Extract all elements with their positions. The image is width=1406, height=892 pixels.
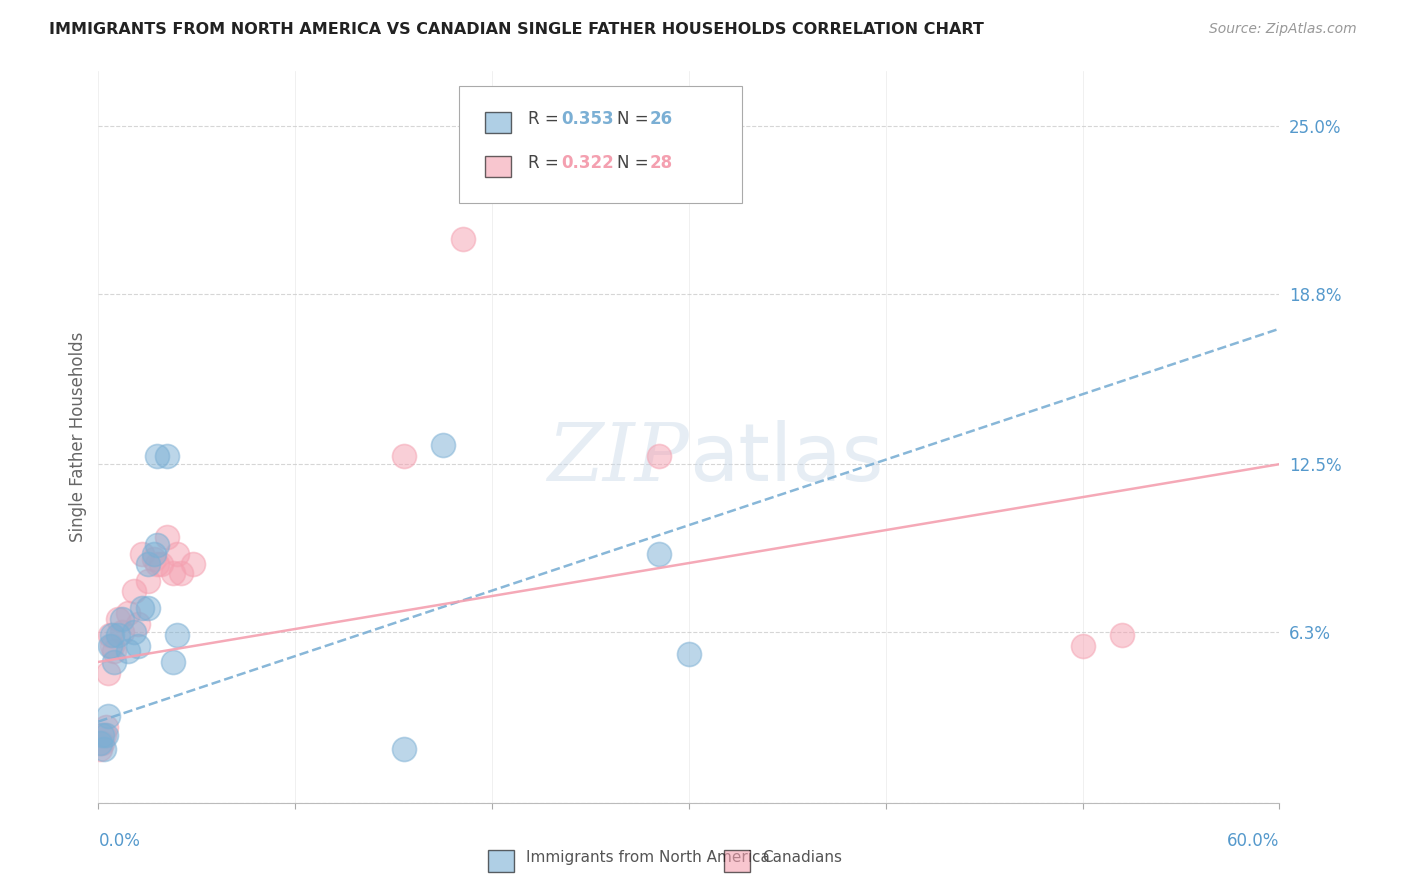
Text: Canadians: Canadians bbox=[762, 850, 842, 865]
Point bbox=[648, 547, 671, 561]
Point bbox=[117, 606, 139, 620]
Point bbox=[678, 647, 700, 661]
Point bbox=[136, 558, 159, 572]
Point bbox=[162, 655, 184, 669]
Point bbox=[146, 558, 169, 572]
Point bbox=[91, 736, 114, 750]
Point bbox=[101, 628, 124, 642]
Point bbox=[101, 639, 124, 653]
Point bbox=[166, 547, 188, 561]
Point bbox=[1071, 639, 1094, 653]
Point bbox=[146, 449, 169, 463]
Text: 28: 28 bbox=[650, 153, 673, 172]
Point bbox=[131, 547, 153, 561]
FancyBboxPatch shape bbox=[485, 156, 510, 177]
Text: Source: ZipAtlas.com: Source: ZipAtlas.com bbox=[1209, 22, 1357, 37]
Point bbox=[136, 600, 159, 615]
FancyBboxPatch shape bbox=[485, 112, 510, 133]
Point bbox=[127, 617, 149, 632]
Point bbox=[432, 438, 454, 452]
Text: 60.0%: 60.0% bbox=[1227, 832, 1279, 850]
Text: 0.0%: 0.0% bbox=[98, 832, 141, 850]
Point bbox=[181, 558, 204, 572]
Point bbox=[96, 720, 118, 734]
Point bbox=[111, 611, 134, 625]
Point bbox=[451, 232, 474, 246]
Text: 0.353: 0.353 bbox=[561, 110, 614, 128]
Text: R =: R = bbox=[529, 153, 564, 172]
Point bbox=[170, 566, 193, 580]
Point bbox=[166, 628, 188, 642]
Point bbox=[142, 552, 165, 566]
Text: IMMIGRANTS FROM NORTH AMERICA VS CANADIAN SINGLE FATHER HOUSEHOLDS CORRELATION C: IMMIGRANTS FROM NORTH AMERICA VS CANADIA… bbox=[49, 22, 984, 37]
Point bbox=[150, 558, 173, 572]
Point bbox=[89, 741, 111, 756]
Point bbox=[131, 600, 153, 615]
Text: N =: N = bbox=[617, 153, 654, 172]
Text: ZIP: ZIP bbox=[547, 420, 689, 498]
Text: atlas: atlas bbox=[689, 420, 883, 498]
Point bbox=[146, 538, 169, 552]
Point bbox=[107, 628, 129, 642]
Point bbox=[156, 530, 179, 544]
Point bbox=[93, 741, 115, 756]
Point bbox=[392, 449, 415, 463]
Point bbox=[156, 449, 179, 463]
Point bbox=[136, 574, 159, 588]
FancyBboxPatch shape bbox=[488, 850, 515, 872]
Point bbox=[142, 547, 165, 561]
Text: 26: 26 bbox=[650, 110, 673, 128]
Point bbox=[98, 639, 121, 653]
Point bbox=[648, 449, 671, 463]
Point bbox=[122, 584, 145, 599]
Point bbox=[97, 709, 120, 723]
Text: R =: R = bbox=[529, 110, 564, 128]
Point bbox=[117, 644, 139, 658]
Point bbox=[96, 728, 118, 742]
Point bbox=[97, 665, 120, 680]
Point bbox=[107, 611, 129, 625]
Y-axis label: Single Father Households: Single Father Households bbox=[69, 332, 87, 542]
Text: N =: N = bbox=[617, 110, 654, 128]
Text: 0.322: 0.322 bbox=[561, 153, 614, 172]
Point bbox=[392, 741, 415, 756]
Point bbox=[98, 628, 121, 642]
Text: Immigrants from North America: Immigrants from North America bbox=[526, 850, 770, 865]
FancyBboxPatch shape bbox=[458, 86, 742, 203]
Point bbox=[89, 736, 111, 750]
Point bbox=[127, 639, 149, 653]
FancyBboxPatch shape bbox=[724, 850, 751, 872]
Point bbox=[93, 728, 115, 742]
Point bbox=[103, 655, 125, 669]
Point bbox=[162, 566, 184, 580]
Point bbox=[103, 644, 125, 658]
Point bbox=[91, 728, 114, 742]
Point bbox=[122, 625, 145, 640]
Point bbox=[1111, 628, 1133, 642]
Point bbox=[111, 625, 134, 640]
